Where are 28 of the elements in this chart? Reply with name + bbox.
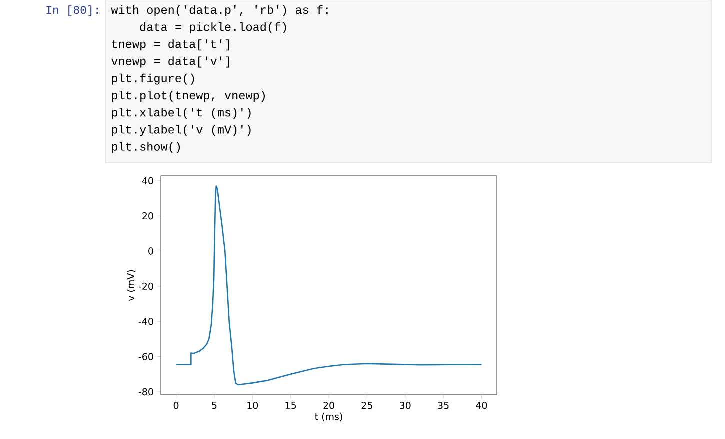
x-tick-label: 25 [362, 402, 372, 410]
y-tick-label: -20 [138, 282, 154, 290]
text: plt.xlabel('t (ms)') [112, 108, 251, 120]
text: data = pickle.load(f) [140, 22, 286, 34]
text: with open('data.p', 'rb') as f: [111, 5, 328, 16]
x-tick-label: 0 [174, 402, 179, 410]
x-axis-title: t (ms) [315, 413, 342, 422]
x-tick-label: 5 [212, 402, 217, 410]
text: plt.ylabel('v (mV)') [112, 125, 251, 136]
text: plt.show() [112, 142, 180, 154]
text: In [80]: [46, 6, 98, 16]
y-tick-label: 0 [148, 248, 154, 255]
x-tick-label: 10 [248, 402, 258, 410]
y-axis-title: v (mV) [127, 270, 136, 302]
text: tnewp = data['t'] [112, 40, 230, 51]
y-tick-label: -40 [138, 318, 154, 326]
x-tick-label: 35 [438, 402, 449, 410]
y-tick-label: -60 [138, 353, 154, 360]
x-tick-label: 15 [286, 402, 296, 410]
y-tick-label: 40 [142, 177, 154, 185]
x-tick-label: 30 [400, 402, 411, 410]
y-tick-label: -80 [138, 388, 154, 396]
text: plt.figure() [112, 74, 194, 85]
x-tick-label: 20 [324, 402, 334, 410]
text: plt.plot(tnewp, vnewp) [112, 90, 265, 102]
x-tick-label: 40 [476, 402, 488, 410]
text: vnewp = data['v'] [112, 56, 230, 68]
y-tick-label: 20 [142, 212, 154, 220]
